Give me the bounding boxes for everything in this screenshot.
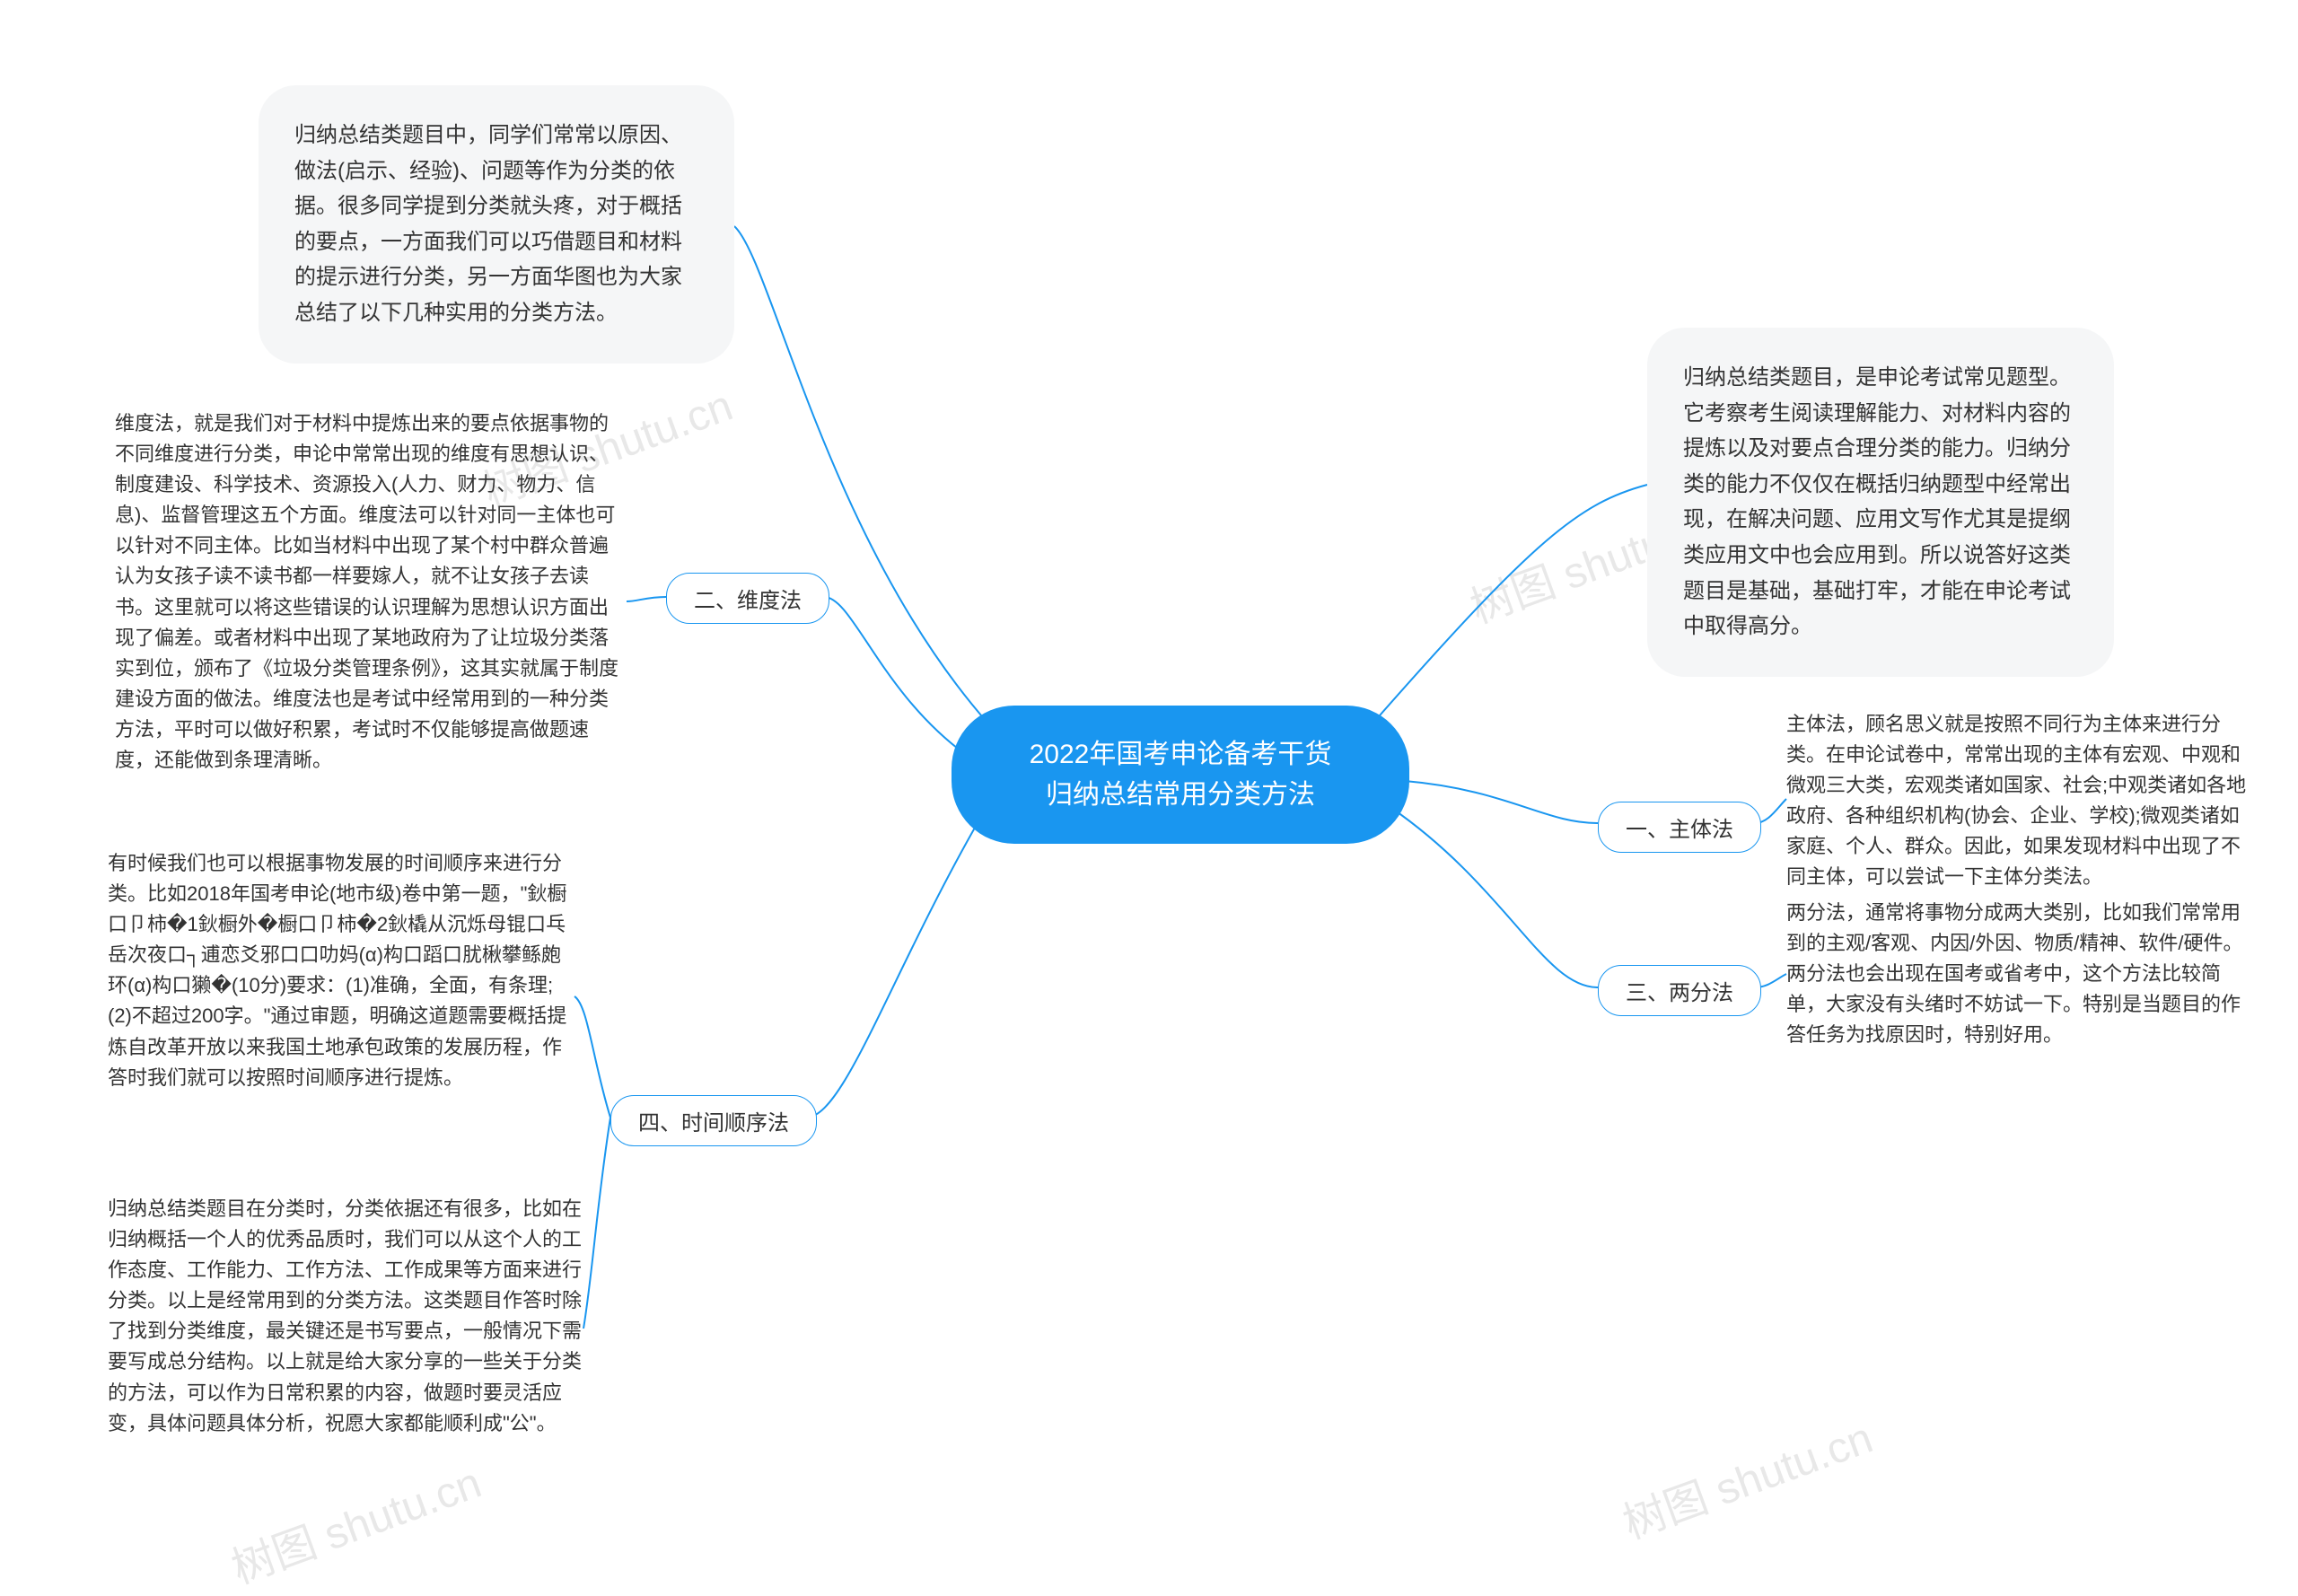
branch-node-4[interactable]: 四、时间顺序法 (610, 1095, 817, 1146)
center-line1: 2022年国考申论备考干货 (987, 734, 1373, 775)
branch-4-text-2: 归纳总结类题目在分类时，分类依据还有很多，比如在归纳概括一个人的优秀品质时，我们… (108, 1194, 583, 1439)
branch-3-text: 两分法，通常将事物分成两大类别，比如我们常常用到的主观/客观、内因/外因、物质/… (1786, 898, 2253, 1050)
branch-node-3[interactable]: 三、两分法 (1598, 965, 1761, 1016)
branch-3-label: 三、两分法 (1626, 981, 1733, 1005)
branch-1-label: 一、主体法 (1626, 818, 1733, 842)
center-topic[interactable]: 2022年国考申论备考干货 归纳总结常用分类方法 (952, 706, 1409, 844)
branch-4-text-1: 有时候我们也可以根据事物发展的时间顺序来进行分类。比如2018年国考申论(地市级… (108, 848, 574, 1093)
branch-node-2[interactable]: 二、维度法 (666, 573, 829, 624)
branch-4-label: 四、时间顺序法 (638, 1111, 789, 1136)
watermark: 树图 shutu.cn (1613, 1402, 1880, 1550)
intro-right-box[interactable]: 归纳总结类题目，是申论考试常见题型。它考察考生阅读理解能力、对材料内容的提炼以及… (1647, 328, 2114, 677)
branch-node-1[interactable]: 一、主体法 (1598, 802, 1761, 853)
intro-left-box[interactable]: 归纳总结类题目中，同学们常常以原因、做法(启示、经验)、问题等作为分类的依据。很… (259, 85, 734, 364)
intro-right-text: 归纳总结类题目，是申论考试常见题型。它考察考生阅读理解能力、对材料内容的提炼以及… (1683, 365, 2071, 638)
watermark: 树图 shutu.cn (222, 1447, 488, 1595)
intro-left-text: 归纳总结类题目中，同学们常常以原因、做法(启示、经验)、问题等作为分类的依据。很… (294, 123, 682, 325)
center-line2: 归纳总结常用分类方法 (987, 775, 1373, 815)
branch-1-text: 主体法，顾名思义就是按照不同行为主体来进行分类。在申论试卷中，常常出现的主体有宏… (1786, 709, 2253, 893)
branch-2-label: 二、维度法 (694, 589, 802, 613)
branch-2-text: 维度法，就是我们对于材料中提炼出来的要点依据事物的不同维度进行分类，申论中常常出… (115, 408, 627, 776)
